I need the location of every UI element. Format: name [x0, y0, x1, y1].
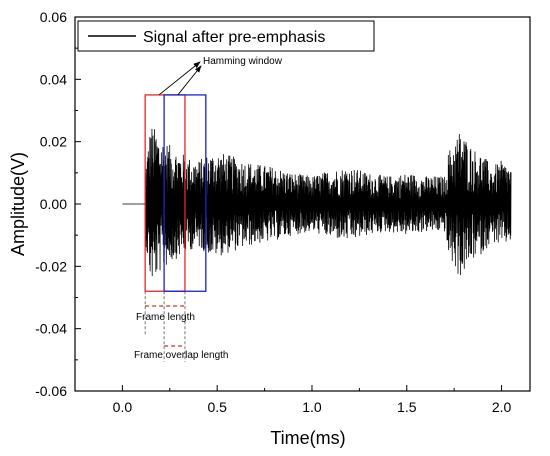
- arrow-to-window-2: [177, 65, 202, 96]
- legend: Signal after pre-emphasis: [77, 20, 375, 52]
- x-axis-title: Time(ms): [270, 428, 345, 448]
- y-axis: -0.06 -0.04 -0.02 0.00 0.02 0.04 0.06: [35, 9, 81, 399]
- x-tick-label: 0.5: [207, 399, 227, 415]
- x-tick-label: 1.5: [397, 399, 417, 415]
- y-tick-label: -0.02: [35, 258, 67, 274]
- x-axis: 0.0 0.5 1.0 1.5 2.0: [74, 385, 512, 415]
- arrow-to-window-1: [158, 61, 201, 96]
- y-tick-label: -0.04: [35, 321, 67, 337]
- y-tick-label: -0.06: [35, 383, 67, 399]
- x-tick-label: 1.0: [302, 399, 322, 415]
- x-tick-label: 0.0: [113, 399, 133, 415]
- legend-label: Signal after pre-emphasis: [143, 29, 325, 46]
- hamming-window-label: Hamming window: [203, 56, 283, 67]
- y-tick-label: 0.00: [40, 196, 67, 212]
- y-tick-label: 0.02: [40, 134, 67, 150]
- frame-overlap-label: Frame overlap length: [134, 350, 229, 361]
- signal-line: [122, 128, 512, 277]
- y-axis-title: Amplitude(V): [8, 152, 28, 256]
- y-tick-label: 0.04: [40, 71, 67, 87]
- frame-windows: [144, 61, 207, 362]
- frame-length-label: Frame length: [136, 312, 195, 323]
- x-tick-label: 2.0: [492, 399, 512, 415]
- y-tick-label: 0.06: [40, 9, 67, 25]
